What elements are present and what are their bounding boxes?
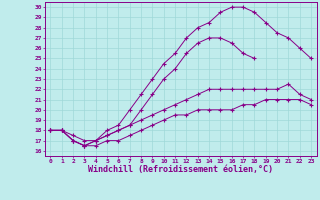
X-axis label: Windchill (Refroidissement éolien,°C): Windchill (Refroidissement éolien,°C) — [88, 165, 273, 174]
